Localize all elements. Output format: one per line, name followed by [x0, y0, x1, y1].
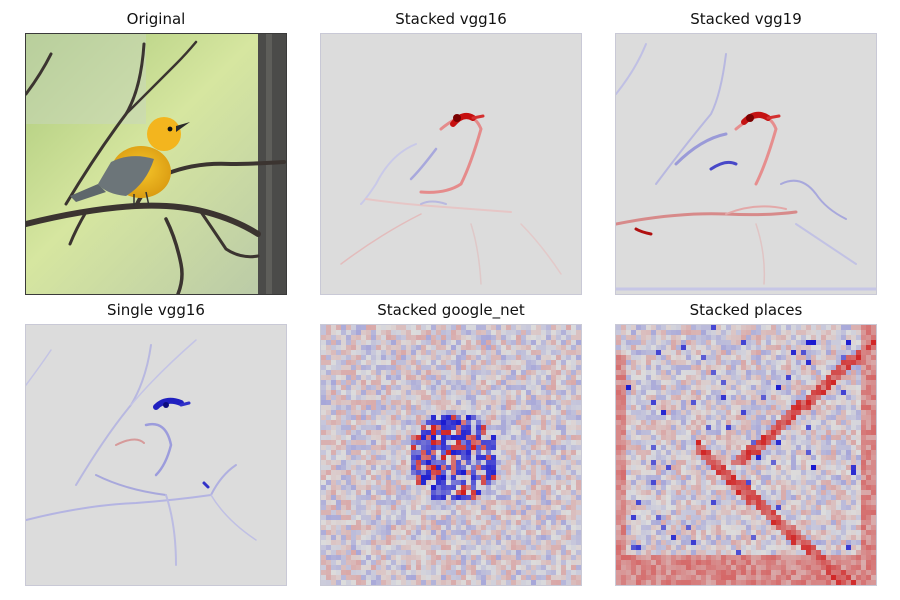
saliency-map — [320, 324, 582, 586]
original-photo — [25, 33, 287, 295]
saliency-map — [25, 324, 287, 586]
panel-title: Stacked vgg16 — [395, 10, 507, 28]
saliency-map — [615, 33, 877, 295]
panel-title: Single vgg16 — [107, 301, 205, 319]
panel-title: Stacked google_net — [377, 301, 525, 319]
panel-title: Stacked places — [689, 301, 803, 319]
stacked-places-heatmap — [616, 325, 876, 585]
stacked-vgg16-heatmap — [321, 34, 581, 294]
saliency-map — [615, 324, 877, 586]
stacked-google-net-heatmap — [321, 325, 581, 585]
stacked-vgg19-heatmap — [616, 34, 876, 294]
saliency-map — [320, 33, 582, 295]
panel-title: Stacked vgg19 — [690, 10, 802, 28]
bird-photo-image — [26, 34, 286, 294]
single-vgg16-heatmap — [26, 325, 286, 585]
panel-title: Original — [126, 10, 186, 28]
